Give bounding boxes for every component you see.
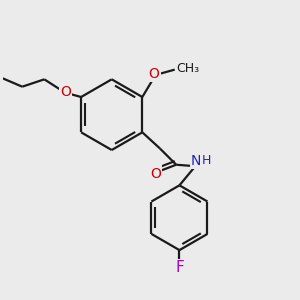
- Text: O: O: [150, 167, 161, 181]
- Text: N: N: [191, 154, 201, 168]
- Text: O: O: [60, 85, 71, 99]
- Text: F: F: [175, 260, 184, 275]
- Text: O: O: [149, 67, 160, 81]
- Text: H: H: [202, 154, 211, 167]
- Text: CH₃: CH₃: [176, 62, 199, 75]
